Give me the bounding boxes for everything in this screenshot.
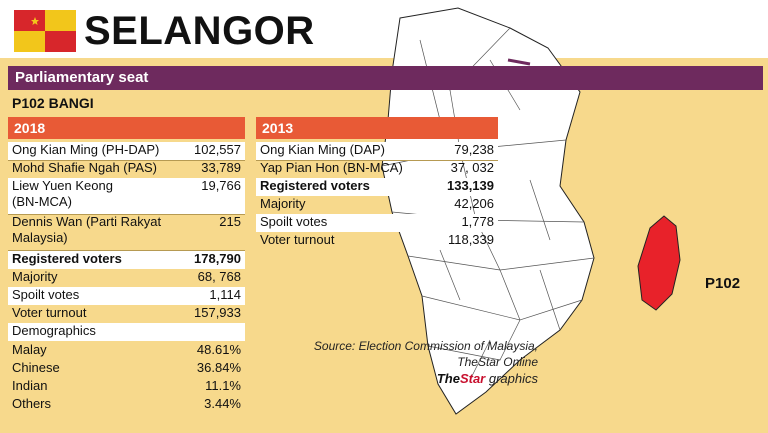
table-row: Spoilt votes 1,778 — [256, 214, 498, 232]
table-row: Voter turnout 118,339 — [256, 232, 498, 250]
row-label: Majority — [260, 196, 306, 211]
row-label: Registered voters — [12, 251, 122, 266]
row-label: Liew Yuen Keong (BN-MCA) — [12, 178, 113, 209]
table-row: Spoilt votes 1,114 — [8, 287, 245, 305]
year-header-2013: 2013 — [256, 117, 498, 139]
source-line-1: Source: Election Commission of Malaysia, — [313, 339, 538, 353]
row-label: Malay — [12, 342, 47, 357]
table-row: Yap Pian Hon (BN-MCA) 37, 032 — [256, 160, 498, 179]
row-label: Dennis Wan (Parti Rakyat Malaysia) — [12, 214, 162, 245]
source-line-2: TheStar Online — [457, 355, 538, 369]
row-value: 37, 032 — [450, 160, 494, 175]
table-row: Malay 48.61% — [8, 342, 245, 360]
row-value: 33,789 — [201, 160, 241, 175]
table-row: Dennis Wan (Parti Rakyat Malaysia) 215 — [8, 214, 245, 251]
table-row: Mohd Shafie Ngah (PAS) 33,789 — [8, 160, 245, 179]
year-2018-label: 2018 — [14, 120, 46, 136]
table-row: Indian 11.1% — [8, 378, 245, 396]
row-label: Chinese — [12, 360, 60, 375]
year-2013-label: 2013 — [262, 120, 294, 136]
selangor-map-icon — [381, 7, 681, 415]
row-value: 19,766 — [201, 178, 241, 193]
row-label: Indian — [12, 378, 48, 393]
row-value: 178,790 — [194, 251, 241, 266]
brand-logo: TheStar graphics — [420, 371, 538, 386]
row-label: Demographics — [12, 323, 96, 338]
selangor-flag-icon — [14, 10, 76, 52]
table-row: Ong Kian Ming (DAP) 79,238 — [256, 142, 498, 161]
row-value: 102,557 — [194, 142, 241, 157]
table-row: Registered voters 133,139 — [256, 178, 498, 196]
row-value: 133,139 — [447, 178, 494, 193]
table-row: Liew Yuen Keong (BN-MCA) 19,766 — [8, 178, 245, 215]
brand-star: Star — [459, 371, 486, 386]
seat-name: P102 BANGI — [12, 95, 94, 111]
table-row: Chinese 36.84% — [8, 360, 245, 378]
row-label: Spoilt votes — [12, 287, 80, 302]
section-label: Parliamentary seat — [15, 69, 149, 86]
section-bar: Parliamentary seat — [8, 66, 763, 90]
year-header-2018: 2018 — [8, 117, 245, 139]
table-row: Registered voters 178,790 — [8, 251, 245, 269]
row-label: Voter turnout — [12, 305, 87, 320]
row-label: Yap Pian Hon (BN-MCA) — [260, 160, 403, 175]
row-label: Majority — [12, 269, 58, 284]
row-value: 157,933 — [194, 305, 241, 320]
row-label: Others — [12, 396, 52, 411]
row-value: 79,238 — [454, 142, 494, 157]
row-value: 215 — [219, 214, 241, 229]
row-value: 11.1% — [205, 378, 241, 393]
row-value: 68, 768 — [197, 269, 241, 284]
row-value: 118,339 — [447, 232, 494, 247]
row-value: 48.61% — [196, 342, 241, 357]
row-value: 42,206 — [454, 196, 494, 211]
row-value: 3.44% — [204, 396, 241, 411]
source-note: Source: Election Commission of Malaysia,… — [270, 338, 538, 370]
table-row: Majority 42,206 — [256, 196, 498, 215]
row-label: Mohd Shafie Ngah (PAS) — [12, 160, 157, 175]
row-value: 36.84% — [196, 360, 241, 375]
row-label: Registered voters — [260, 178, 370, 193]
table-row: Demographics — [8, 323, 245, 341]
table-row: Others 3.44% — [8, 396, 245, 414]
brand-graphics: graphics — [485, 371, 538, 386]
row-label: Voter turnout — [260, 232, 335, 247]
map-seat-label: P102 — [705, 275, 741, 292]
row-label: Ong Kian Ming (DAP) — [260, 142, 385, 157]
row-value: 1,114 — [209, 287, 241, 302]
row-value: 1,778 — [461, 214, 494, 229]
table-row: Voter turnout 157,933 — [8, 305, 245, 324]
row-label: Ong Kian Ming (PH-DAP) — [12, 142, 160, 157]
row-label: Spoilt votes — [260, 214, 328, 229]
table-row: Majority 68, 768 — [8, 269, 245, 288]
page-title: SELANGOR — [84, 9, 315, 53]
brand-the: The — [436, 371, 460, 386]
table-row: Ong Kian Ming (PH-DAP) 102,557 — [8, 142, 245, 161]
